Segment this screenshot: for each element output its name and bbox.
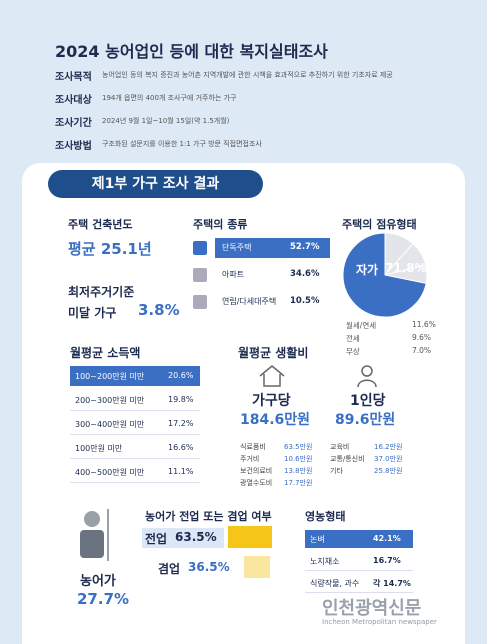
item-value: 19.8% xyxy=(168,395,194,404)
item-value: 63.5만원 xyxy=(284,443,313,451)
item-value: 37.0만원 xyxy=(374,455,403,463)
item-value: 63.5% xyxy=(175,530,217,544)
item-value: 17.7만원 xyxy=(284,479,313,487)
item-value: 16.2만원 xyxy=(374,443,403,451)
item-name: 노지채소 xyxy=(310,557,340,566)
item-value: 34.6% xyxy=(290,269,320,279)
item-name: 아파트 xyxy=(222,270,245,279)
label: 월평균 생활비 xyxy=(238,346,309,360)
row-label: 조사대상 xyxy=(55,95,92,106)
pie-label: 자가 xyxy=(356,263,379,277)
legend-name: 전세 xyxy=(346,334,360,343)
row-bg xyxy=(305,530,413,548)
row-text: 농어업인 등의 복지 증진과 농어촌 지역개발에 관한 시책을 효과적으로 추진… xyxy=(102,71,393,79)
value: 평균 25.1년 xyxy=(68,240,152,258)
row-text: 2024년 9월 1일~10월 15일(약 1.5개월) xyxy=(102,117,230,125)
label: 주택 건축년도 xyxy=(68,218,133,231)
person-icon xyxy=(357,365,377,388)
item-value: 16.6% xyxy=(168,443,194,452)
item-name: 광열수도비 xyxy=(240,479,273,487)
row-label: 조사목적 xyxy=(55,72,92,83)
item-value: 36.5% xyxy=(188,560,230,574)
legend-name: 무상 xyxy=(346,347,360,356)
item-name: 식료품비 xyxy=(240,443,266,451)
section-title: 제1부 가구 조사 결과 xyxy=(48,170,263,198)
item-name: 기타 xyxy=(330,467,343,475)
item-value: 42.1% xyxy=(373,534,401,543)
label: 미달 가구 xyxy=(68,306,117,320)
item-name: 100~200만원 미만 xyxy=(75,372,145,381)
row-bg xyxy=(305,574,413,593)
item-name: 300~400만원 미만 xyxy=(75,420,145,429)
bar xyxy=(228,526,273,548)
label: 최저주거기준 xyxy=(68,285,135,299)
row-bg xyxy=(70,366,200,386)
item-name: 100만원 미만 xyxy=(75,444,123,453)
pie-chart xyxy=(342,232,428,318)
item-name: 주거비 xyxy=(240,455,260,463)
item-value: 10.5% xyxy=(290,296,320,306)
row-bg xyxy=(70,462,200,483)
highlight xyxy=(142,528,224,548)
value: 27.7% xyxy=(77,590,130,608)
icon xyxy=(193,241,207,255)
item-value: 16.7% xyxy=(373,556,401,565)
legend-value: 9.6% xyxy=(412,333,432,342)
label: 농어가 xyxy=(80,574,116,589)
label: 주택의 점유형태 xyxy=(342,218,417,231)
label: 영농형태 xyxy=(305,510,346,523)
legend-value: 7.0% xyxy=(412,346,432,355)
icon xyxy=(193,268,207,282)
label: 농어가 전업 또는 겸업 여부 xyxy=(145,510,272,523)
item-name: 식량작물, 과수 xyxy=(310,579,360,588)
row-label: 조사방법 xyxy=(55,141,92,152)
item-name: 교육비 xyxy=(330,443,350,451)
label: 주택의 종류 xyxy=(193,218,248,231)
item-value: 25.8만원 xyxy=(374,467,403,475)
item-name: 단독주택 xyxy=(222,243,252,252)
label: 월평균 소득액 xyxy=(70,346,141,360)
legend-value: 11.6% xyxy=(412,320,436,329)
item-name: 연립/다세대주택 xyxy=(222,297,277,306)
bar xyxy=(244,556,270,578)
house-icon xyxy=(259,365,285,387)
legend-name: 월세/연세 xyxy=(346,321,377,330)
row-text: 194개 읍면의 400개 조사구에 거주하는 가구 xyxy=(102,94,237,102)
value: 3.8% xyxy=(138,301,180,319)
title: 2024 농어업인 등에 대한 복지실태조사 xyxy=(55,42,328,61)
row-bg xyxy=(70,390,200,411)
label: 가구당 xyxy=(252,393,291,409)
watermark-sub: Incheon Metropolitan newspaper xyxy=(322,618,437,626)
item-value: 17.2% xyxy=(168,419,194,428)
row-label: 조사기간 xyxy=(55,118,92,129)
item-value: 10.6만원 xyxy=(284,455,313,463)
row-text: 구조화된 설문지를 이용한 1:1 가구 방문 직접면접조사 xyxy=(102,140,262,148)
pie-slice xyxy=(342,232,427,318)
highlight xyxy=(215,238,330,258)
pie-label: 71.8% xyxy=(385,261,427,275)
item-value: 13.8만원 xyxy=(284,467,313,475)
farmer-icon xyxy=(80,509,109,561)
row-bg xyxy=(305,552,413,571)
item-name: 400~500만원 미만 xyxy=(75,468,145,477)
item-name: 전업 xyxy=(145,532,168,546)
row-bg xyxy=(70,414,200,435)
value: 184.6만원 xyxy=(240,412,311,428)
value: 89.6만원 xyxy=(335,412,396,428)
item-name: 보건의료비 xyxy=(240,467,273,475)
item-name: 논벼 xyxy=(310,535,325,544)
item-value: 각 14.7% xyxy=(373,579,411,588)
watermark: 인천광역신문 xyxy=(322,598,422,619)
item-name: 교통/통신비 xyxy=(330,455,365,463)
row-bg xyxy=(70,438,200,459)
item-value: 52.7% xyxy=(290,242,320,252)
label: 1인당 xyxy=(350,393,386,409)
item-value: 20.6% xyxy=(168,371,194,380)
item-name: 겸업 xyxy=(158,562,181,576)
icon xyxy=(193,295,207,309)
item-name: 200~300만원 미만 xyxy=(75,396,145,405)
item-value: 11.1% xyxy=(168,467,194,476)
